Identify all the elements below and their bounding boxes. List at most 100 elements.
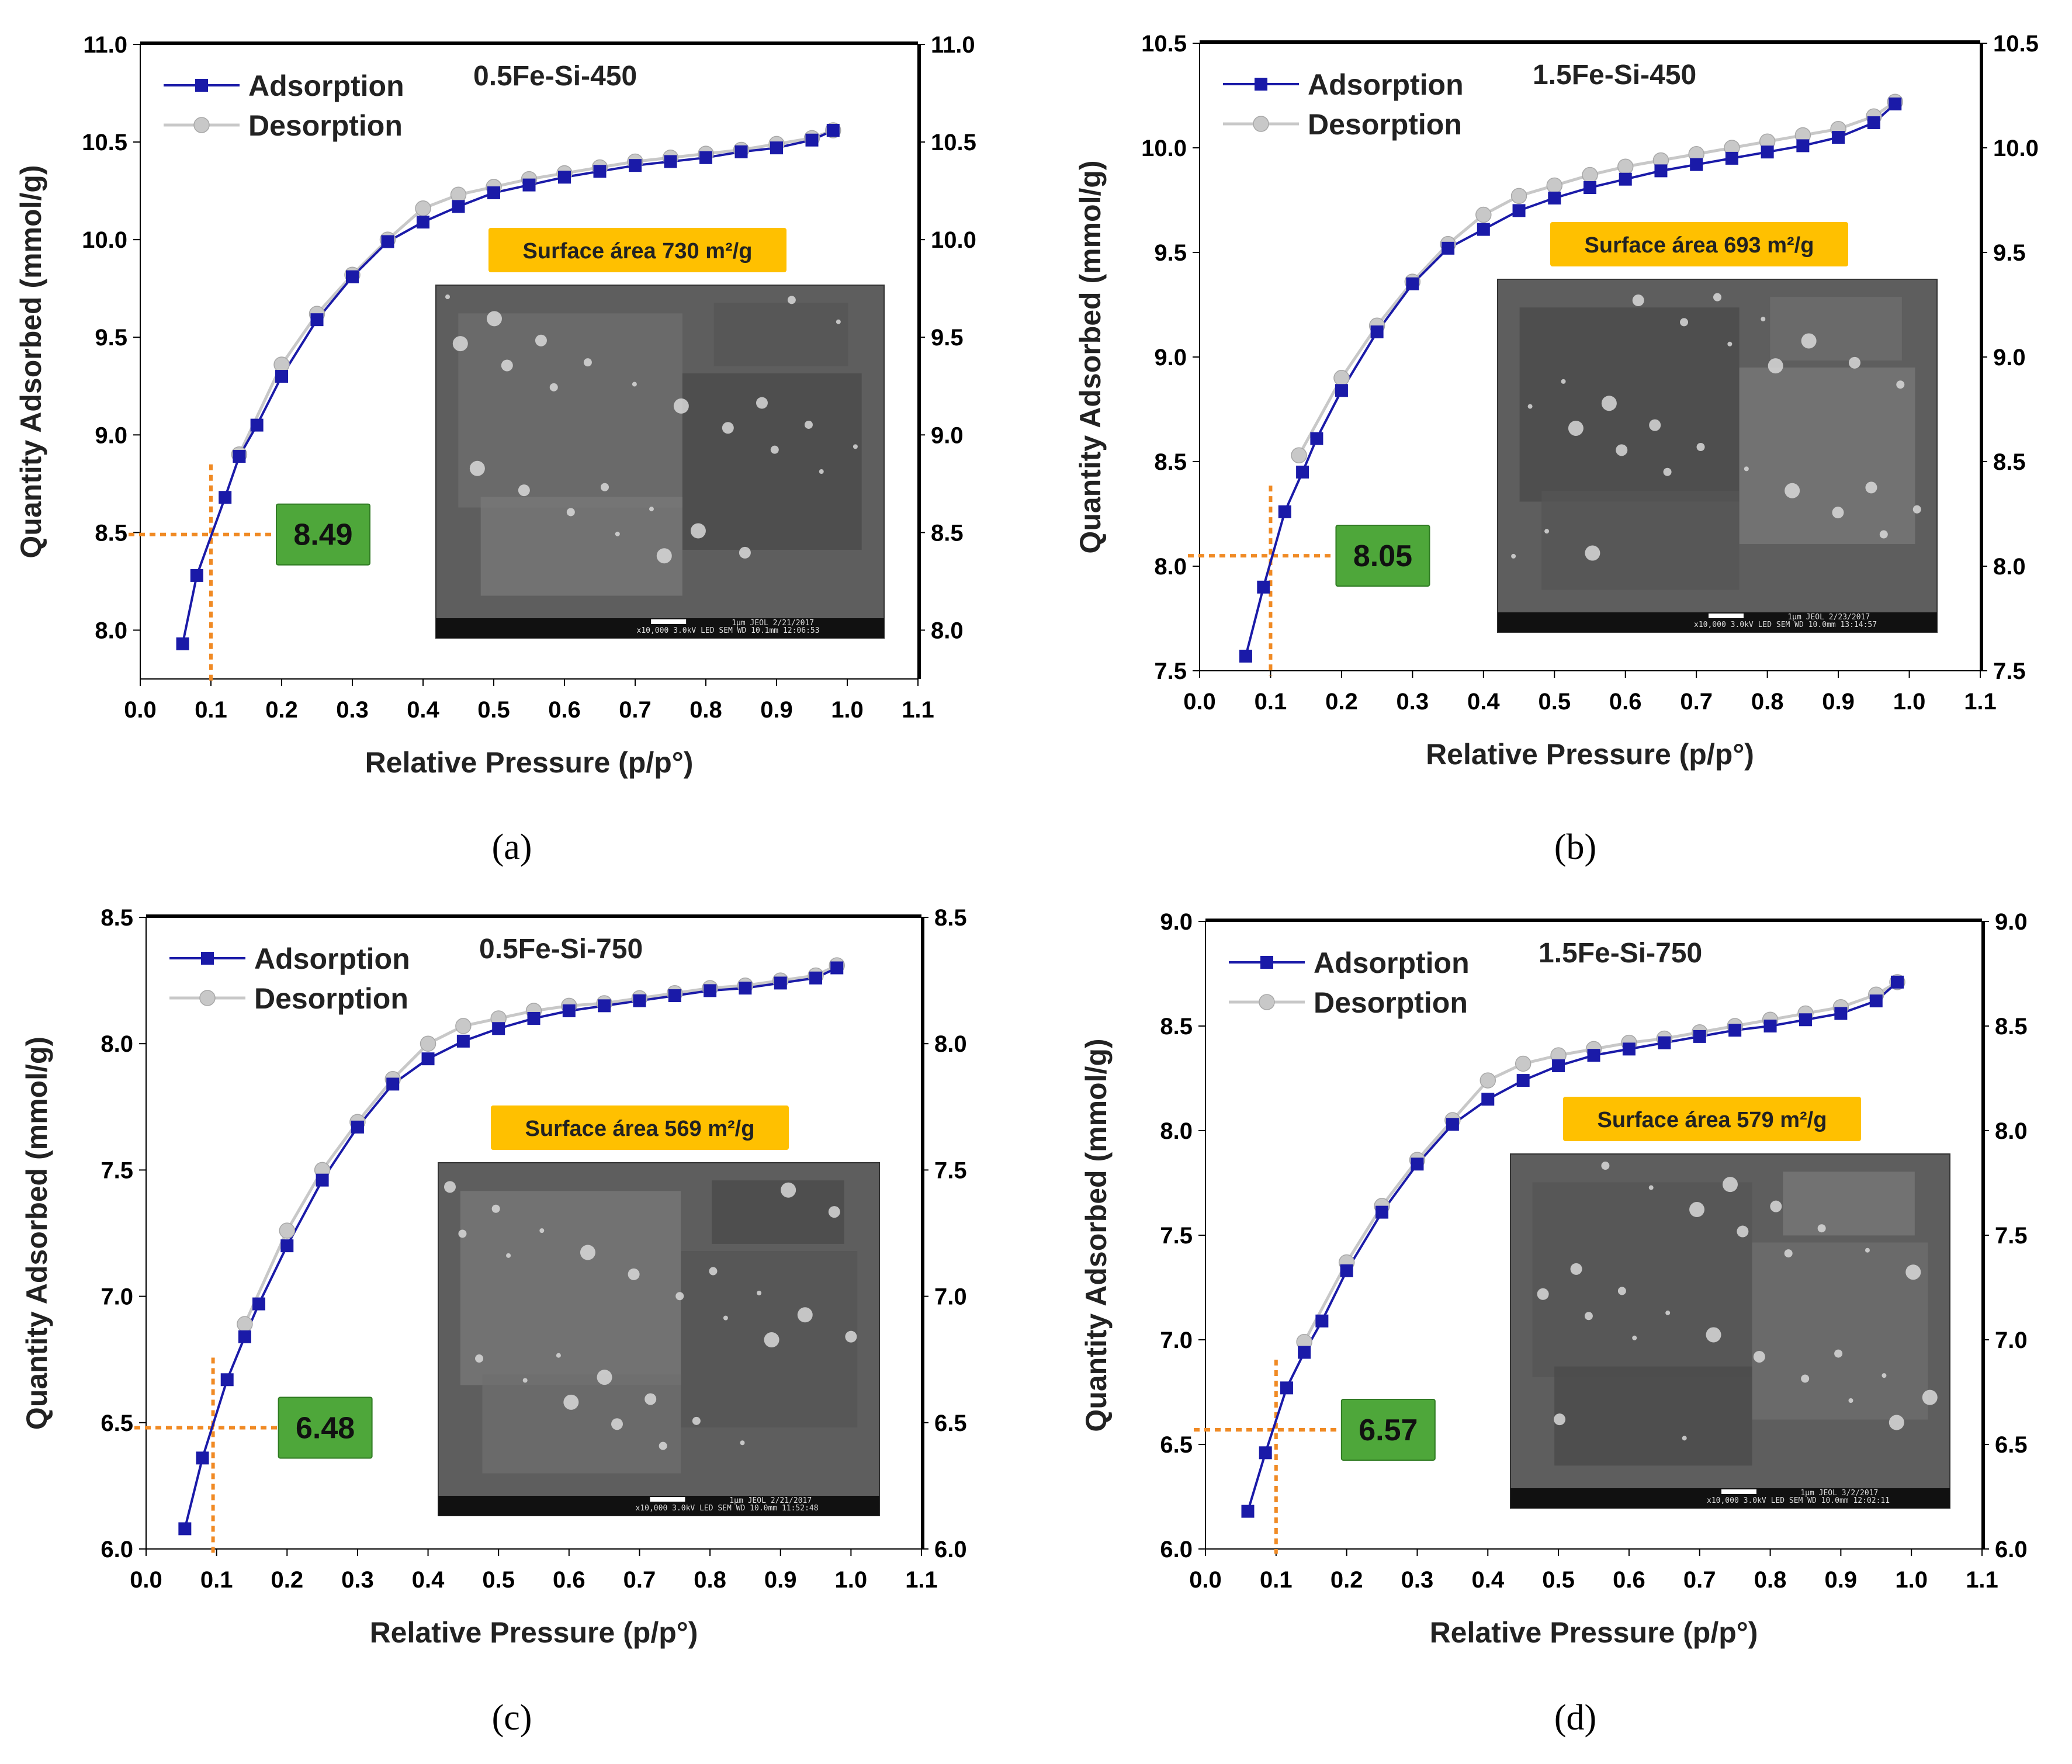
sem-particle: [600, 483, 609, 491]
adsorption-point: [1763, 1020, 1777, 1032]
sem-texture: [1783, 1172, 1915, 1236]
sem-particle: [580, 1245, 595, 1260]
x-tick-label: 0.4: [1471, 1567, 1504, 1593]
sem-particle: [615, 531, 620, 536]
y-tick-label-right: 6.0: [1995, 1537, 2028, 1562]
sem-particle: [828, 1206, 840, 1218]
y-tick-label-right: 8.5: [1993, 449, 2026, 475]
y-tick-label-left: 8.0: [95, 618, 127, 643]
y-tick-label-right: 9.5: [1993, 240, 2026, 266]
desorption-point: [1333, 370, 1350, 386]
sem-particle: [645, 1393, 657, 1405]
chart-panel-a: 0.0 0.1 0.2 0.3 0.4 0.5 0.6 0.7 0.8 0.9 1.0 1.1 8.0 8…: [15, 32, 976, 867]
adsorption-line: [181, 129, 834, 644]
sem-particle: [1744, 466, 1749, 472]
sem-particle: [1632, 1335, 1637, 1340]
legend-adsorption-label: Adsorption: [1314, 947, 1470, 979]
y-tick-label-left: 9.0: [95, 422, 127, 448]
sem-scale-bar: [650, 1497, 685, 1502]
sem-particle: [566, 508, 575, 517]
value-badge: [1340, 1398, 1436, 1461]
y-tick-label-left: 9.5: [95, 325, 127, 351]
legend-desorption-marker: [199, 990, 216, 1006]
sem-particle: [475, 1354, 484, 1363]
x-tick-label: 1.0: [831, 697, 864, 723]
sem-particle: [556, 1353, 561, 1358]
legend-adsorption-marker: [201, 952, 214, 965]
y-tick-label-left: 10.5: [82, 130, 127, 155]
y-tick-label-right: 8.5: [934, 905, 967, 931]
x-axis-label: Relative Pressure (p/p°): [365, 746, 694, 779]
adsorption-point: [739, 982, 752, 995]
sem-particle: [1617, 1287, 1626, 1295]
sem-particle: [1801, 1374, 1810, 1383]
chart-title: 1.5Fe-Si-450: [1533, 60, 1696, 91]
adsorption-point: [1296, 465, 1309, 479]
legend-desorption-marker: [1259, 994, 1275, 1010]
x-axis-label: Relative Pressure (p/p°): [370, 1616, 698, 1649]
y-tick-label-left: 8.5: [1160, 1014, 1193, 1039]
desorption-point: [1510, 188, 1527, 205]
legend-adsorption-marker: [195, 79, 208, 92]
sem-texture: [460, 1191, 681, 1385]
sem-texture: [1739, 368, 1915, 544]
x-tick-label: 0.2: [271, 1567, 303, 1593]
adsorption-point: [699, 151, 712, 164]
desorption-point: [1617, 158, 1634, 175]
desorption-point: [1475, 206, 1492, 223]
adsorption-point: [1446, 1118, 1459, 1131]
sem-particle: [1889, 1415, 1904, 1430]
x-tick-label: 0.8: [694, 1567, 726, 1593]
sem-scale-bar: [1721, 1489, 1756, 1494]
x-tick-label: 0.2: [1330, 1567, 1363, 1593]
sem-particle: [756, 397, 768, 409]
sem-caption: x10,000 3.0kV LED SEM WD 10.0mm 13:14:57: [1694, 621, 1877, 629]
value-badge: [1335, 525, 1430, 587]
y-axis-label: Quantity Adsorbed (mmol/g): [1074, 160, 1107, 553]
adsorption-point: [562, 1004, 576, 1017]
adsorption-point: [1512, 204, 1526, 217]
adsorption-point: [1867, 116, 1880, 130]
y-tick-label-right: 8.0: [1993, 554, 2026, 580]
adsorption-point: [252, 1297, 266, 1311]
y-tick-label-right: 7.0: [934, 1284, 967, 1310]
x-tick-label: 0.3: [336, 697, 369, 723]
sem-particle: [836, 319, 841, 324]
adsorption-point: [1375, 1205, 1389, 1219]
x-tick-label: 0.1: [200, 1567, 233, 1593]
sem-particle: [1882, 1373, 1887, 1378]
adsorption-point: [1481, 1093, 1495, 1106]
adsorption-point: [1587, 1049, 1600, 1062]
desorption-point: [1479, 1072, 1496, 1089]
adsorption-point: [1728, 1024, 1742, 1037]
adsorption-point: [1259, 1446, 1272, 1460]
legend-desorption-label: Desorption: [1308, 108, 1462, 141]
y-tick-label-right: 9.5: [931, 325, 964, 351]
sem-texture: [458, 313, 682, 508]
adsorption-point: [176, 637, 189, 650]
adsorption-point: [275, 370, 288, 383]
x-tick-label: 0.4: [1467, 689, 1500, 715]
sem-particle: [1785, 483, 1800, 498]
y-tick-label-left: 9.0: [1160, 909, 1193, 935]
sem-particle: [757, 1290, 762, 1295]
panel-caption: (d): [1554, 1698, 1596, 1738]
y-tick-label-left: 7.5: [101, 1157, 133, 1183]
y-axis-label: Quantity Adsorbed (mmol/g): [20, 1037, 53, 1430]
surface-area-badge: [488, 228, 786, 272]
sem-particle: [787, 296, 796, 304]
sem-particle: [1727, 341, 1733, 346]
y-tick-label-right: 6.5: [934, 1410, 967, 1436]
sem-particle: [1713, 293, 1721, 301]
y-tick-label-left: 6.5: [1160, 1432, 1193, 1458]
x-tick-label: 0.8: [689, 697, 722, 723]
y-tick-label-left: 7.0: [101, 1284, 133, 1310]
panel-caption: (b): [1554, 827, 1596, 867]
y-tick-label-left: 7.0: [1160, 1328, 1193, 1353]
adsorption-line: [1245, 103, 1896, 657]
adsorption-point: [1239, 649, 1252, 663]
sem-particle: [1570, 1263, 1582, 1275]
surface-area-badge: [1563, 1097, 1861, 1141]
sem-particle: [1905, 1264, 1921, 1280]
sem-particle: [1896, 380, 1905, 389]
